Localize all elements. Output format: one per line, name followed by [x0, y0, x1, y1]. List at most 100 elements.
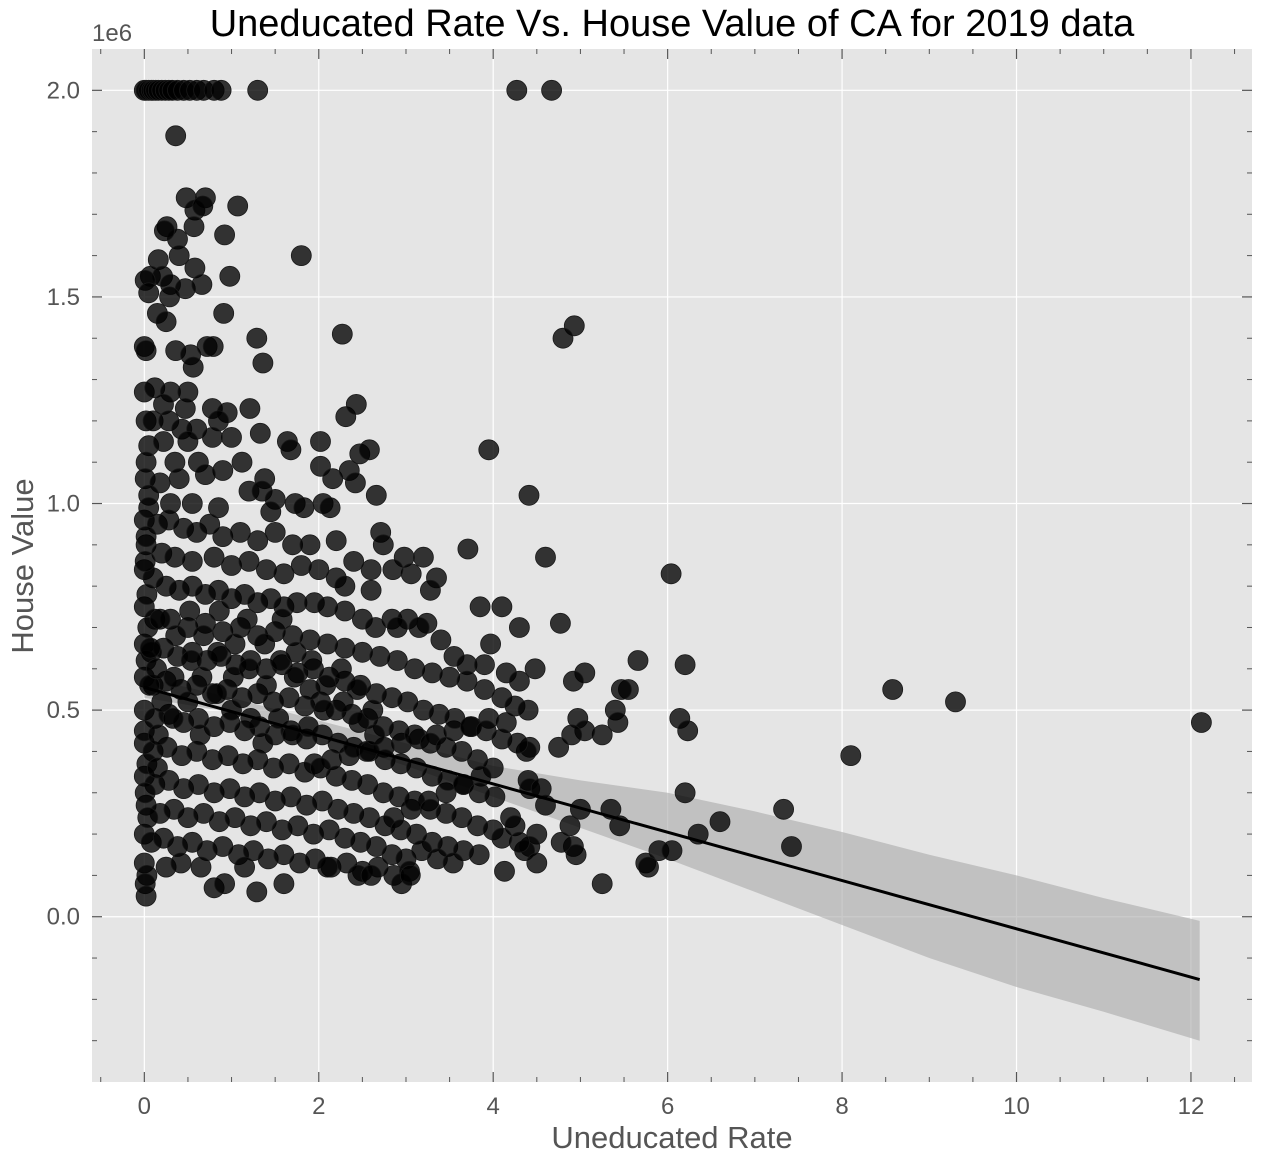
y-axis-label: House Value [5, 478, 40, 653]
scatter-point [134, 551, 156, 572]
scatter-point [252, 732, 274, 754]
scatter-point [386, 617, 408, 638]
y-tick-label: 0.5 [47, 697, 80, 724]
scatter-point [208, 600, 230, 622]
scatter-point [283, 666, 305, 688]
scatter-point [332, 691, 354, 713]
scatter-point [480, 633, 502, 655]
scatter-point [189, 724, 211, 746]
scatter-point [364, 724, 386, 746]
scatter-point [591, 724, 613, 746]
scatter-point [456, 670, 478, 692]
scatter-point [334, 637, 356, 659]
scatter-point [153, 220, 175, 242]
x-tick-label: 2 [312, 1093, 325, 1120]
scatter-point [548, 736, 569, 758]
scatter-point [214, 224, 236, 246]
scatter-point [155, 311, 177, 333]
scatter-point [264, 522, 286, 543]
scatter-point [231, 451, 253, 473]
points-layer [133, 79, 1212, 907]
scatter-point [180, 650, 202, 671]
scatter-point [408, 617, 430, 638]
scatter-point [518, 484, 540, 506]
scatter-point [550, 831, 572, 853]
scatter-point [491, 827, 513, 849]
scatter-point [252, 352, 274, 374]
scatter-point [293, 497, 315, 519]
regression-line-layer [143, 685, 1201, 981]
scatter-point [208, 497, 229, 519]
scatter-point [535, 546, 556, 568]
scatter-point [561, 724, 583, 746]
scatter-point [147, 724, 169, 746]
scatter-point [146, 757, 168, 779]
scatter-point [219, 265, 241, 287]
scatter-point [238, 658, 260, 680]
scatter-point [190, 856, 212, 878]
scatter-point [138, 282, 160, 304]
scatter-point [334, 600, 356, 622]
scatter-point [468, 844, 490, 866]
scatter-point [351, 641, 373, 663]
scatter-point [1191, 712, 1212, 733]
scatter-point [212, 460, 234, 481]
scatter-point [168, 245, 190, 267]
scatter-point [193, 625, 215, 647]
scatter-point [168, 468, 190, 490]
scatter-point [183, 216, 205, 238]
scatter-point [369, 646, 391, 667]
scatter-point [191, 274, 213, 295]
scatter-point [552, 327, 574, 349]
scatter-point [674, 654, 696, 676]
scatter-point [478, 439, 500, 461]
scatter-point [199, 513, 221, 535]
scatter-point [330, 658, 352, 680]
scatter-point [494, 860, 515, 882]
scatter-point [246, 881, 268, 903]
scatter-point [404, 658, 426, 680]
scatter-point [174, 398, 196, 419]
scatter-point [591, 873, 613, 895]
scatter-point [177, 431, 199, 452]
scatter-point [165, 625, 187, 647]
axis-ticks [92, 49, 1252, 1082]
scatter-point [301, 650, 323, 671]
scatter-point [227, 195, 249, 217]
y-tick-label: 0.0 [47, 904, 80, 931]
scatter-point [457, 538, 479, 560]
scatter-point [170, 852, 192, 874]
scatter-point [210, 79, 232, 101]
scatter-point [236, 608, 258, 630]
scatter-point [709, 811, 731, 833]
scatter-point [135, 340, 157, 362]
scatter-point [221, 555, 242, 576]
y-offset-label: 1e6 [92, 20, 132, 47]
scatter-point [781, 836, 802, 857]
y-tick-label: 1.0 [47, 491, 80, 518]
scatter-point [164, 546, 186, 568]
scatter-point [290, 555, 312, 576]
scatter-point [541, 79, 562, 101]
scatter-point [319, 497, 341, 519]
scatter-point [674, 782, 696, 804]
scatter-point [365, 484, 387, 506]
scatter-point [181, 551, 203, 572]
scatter-point [484, 786, 506, 808]
scatter-point [260, 501, 282, 523]
scatter-point [138, 497, 160, 519]
scatter-point [191, 666, 213, 688]
scatter-point [137, 807, 159, 828]
scatter-point [299, 534, 321, 556]
scatter-point [234, 856, 256, 878]
scatter-point [559, 815, 581, 837]
scatter-point [474, 654, 495, 676]
scatter-point [945, 691, 966, 713]
scatter-point [358, 439, 380, 461]
scatter-point [153, 431, 174, 452]
scatter-point [162, 708, 184, 729]
scatter-point [509, 670, 530, 692]
scatter-point [526, 852, 548, 874]
scatter-point [345, 393, 367, 415]
x-tick-label: 6 [661, 1093, 674, 1120]
